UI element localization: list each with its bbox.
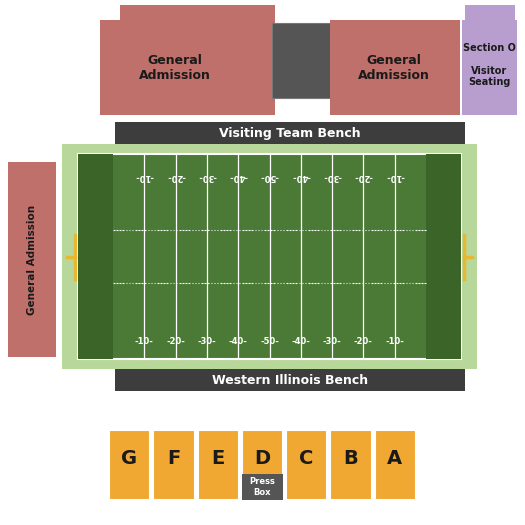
Bar (465, 5, 515, 23)
Text: General
Admission: General Admission (358, 54, 430, 82)
Text: E: E (211, 448, 224, 467)
Bar (426, 154, 461, 359)
Bar (330, 20, 460, 115)
Text: -40-: -40- (291, 337, 310, 345)
Text: -30-: -30- (323, 172, 341, 181)
Bar (286, 430, 328, 500)
Bar (242, 430, 283, 500)
Bar (78, 154, 461, 359)
Text: Section O

Visitor
Seating: Section O Visitor Seating (463, 43, 516, 87)
Text: -10-: -10- (385, 172, 404, 181)
Bar (78, 154, 113, 359)
Text: F: F (167, 448, 180, 467)
Text: -20-: -20- (166, 172, 185, 181)
Text: -20-: -20- (354, 172, 373, 181)
Text: -20-: -20- (354, 337, 373, 345)
Text: -30-: -30- (197, 337, 216, 345)
Text: A: A (387, 448, 403, 467)
Text: -40-: -40- (229, 172, 248, 181)
Text: G: G (121, 448, 137, 467)
Bar (330, 430, 372, 500)
Text: -40-: -40- (291, 172, 310, 181)
Text: -30-: -30- (323, 337, 341, 345)
Text: -10-: -10- (385, 337, 404, 345)
Text: Western Illinois Bench: Western Illinois Bench (212, 373, 368, 386)
Text: Visiting Team Bench: Visiting Team Bench (219, 127, 361, 140)
Bar (272, 23, 332, 98)
Text: -50-: -50- (260, 172, 279, 181)
Bar (62, 144, 477, 369)
Text: General Admission: General Admission (27, 205, 37, 315)
Bar (100, 20, 275, 115)
Text: -10-: -10- (135, 337, 154, 345)
Text: -10-: -10- (135, 172, 154, 181)
Bar (120, 5, 275, 23)
Text: -50-: -50- (260, 337, 279, 345)
Bar (242, 474, 283, 500)
Bar (8, 162, 56, 357)
Text: -40-: -40- (229, 337, 248, 345)
Bar (109, 430, 150, 500)
Bar (115, 122, 465, 144)
Text: B: B (343, 448, 358, 467)
Bar (197, 430, 239, 500)
Bar (153, 430, 195, 500)
Text: General
Admission: General Admission (139, 54, 211, 82)
Text: -20-: -20- (166, 337, 185, 345)
Text: Press
Box: Press Box (249, 477, 276, 497)
Bar (115, 369, 465, 391)
Text: -30-: -30- (197, 172, 216, 181)
Text: D: D (254, 448, 270, 467)
Bar (462, 20, 517, 115)
Bar (375, 430, 416, 500)
Text: C: C (299, 448, 313, 467)
